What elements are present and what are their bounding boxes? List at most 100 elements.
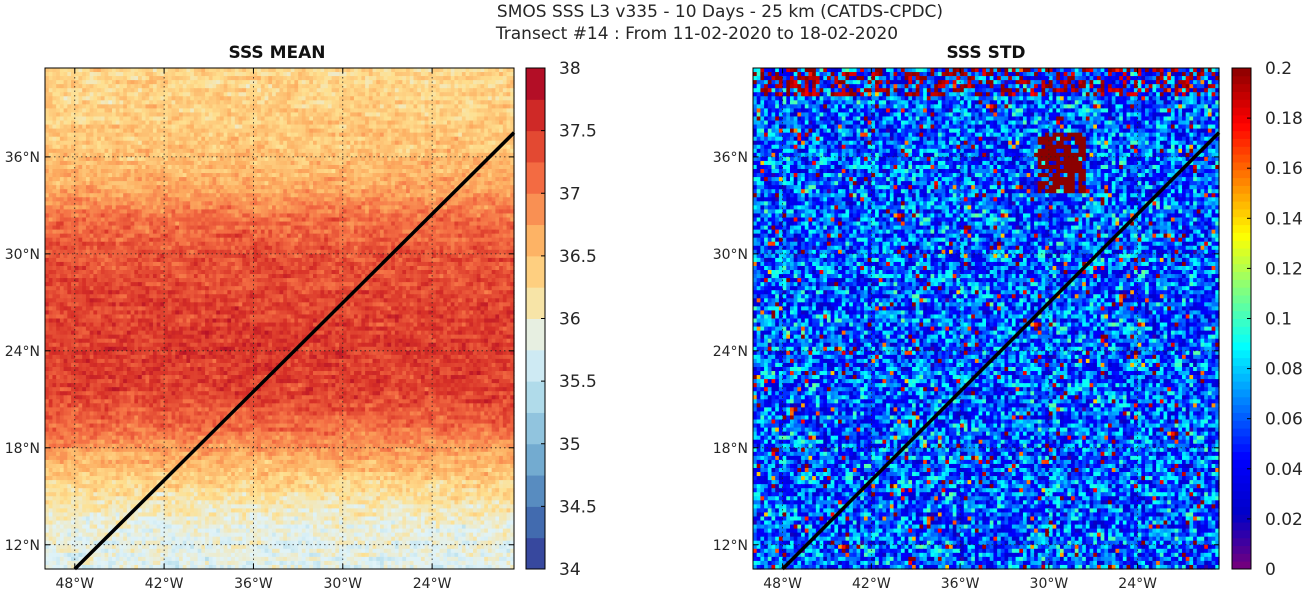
heatmap-cell — [499, 201, 503, 206]
heatmap-cell — [335, 72, 339, 77]
heatmap-cell — [283, 193, 287, 198]
heatmap-cell — [492, 157, 496, 162]
heatmap-cell — [380, 68, 384, 73]
heatmap-cell — [447, 108, 451, 113]
heatmap-cell — [227, 112, 231, 117]
heatmap-cell — [335, 161, 339, 166]
heatmap-cell — [127, 68, 131, 73]
heatmap-cell — [52, 76, 56, 81]
heatmap-cell — [294, 157, 298, 162]
heatmap-cell — [138, 226, 142, 231]
heatmap-cell — [93, 96, 97, 101]
heatmap-cell — [477, 189, 481, 194]
heatmap-cell — [127, 149, 131, 154]
heatmap-cell — [175, 121, 179, 126]
heatmap-cell — [116, 68, 120, 73]
heatmap-cell — [343, 129, 347, 134]
heatmap-cell — [373, 165, 377, 170]
heatmap-cell — [443, 217, 447, 222]
heatmap-cell — [477, 80, 481, 85]
heatmap-cell — [246, 205, 250, 210]
heatmap-cell — [108, 112, 112, 117]
heatmap-cell — [242, 197, 246, 202]
heatmap-cell — [224, 88, 228, 93]
heatmap-cell — [328, 112, 332, 117]
heatmap-cell — [90, 173, 94, 178]
heatmap-cell — [280, 226, 284, 231]
heatmap-cell — [481, 68, 485, 73]
heatmap-cell — [432, 197, 436, 202]
heatmap-cell — [395, 157, 399, 162]
heatmap-cell — [391, 213, 395, 218]
heatmap-cell — [257, 197, 261, 202]
heatmap-cell — [387, 177, 391, 182]
heatmap-cell — [410, 173, 414, 178]
heatmap-cell — [324, 169, 328, 174]
heatmap-cell — [391, 177, 395, 182]
heatmap-cell — [119, 226, 123, 231]
heatmap-cell — [454, 205, 458, 210]
heatmap-cell — [387, 169, 391, 174]
heatmap-cell — [67, 116, 71, 121]
heatmap-cell — [146, 145, 150, 150]
heatmap-cell — [79, 121, 83, 126]
heatmap-cell — [503, 173, 507, 178]
heatmap-cell — [224, 125, 228, 130]
heatmap-cell — [190, 205, 194, 210]
heatmap-cell — [108, 205, 112, 210]
heatmap-cell — [451, 197, 455, 202]
heatmap-cell — [399, 92, 403, 97]
heatmap-cell — [376, 213, 380, 218]
heatmap-cell — [213, 84, 217, 89]
heatmap-cell — [172, 169, 176, 174]
heatmap-cell — [380, 181, 384, 186]
heatmap-cell — [294, 88, 298, 93]
heatmap-cell — [320, 217, 324, 222]
heatmap-cell — [358, 157, 362, 162]
heatmap-cell — [157, 205, 161, 210]
heatmap-cell — [492, 209, 496, 214]
heatmap-cell — [369, 68, 373, 73]
heatmap-cell — [436, 141, 440, 146]
heatmap-cell — [261, 76, 265, 81]
heatmap-cell — [436, 193, 440, 198]
heatmap-cell — [283, 125, 287, 130]
heatmap-cell — [302, 209, 306, 214]
heatmap-cell — [127, 88, 131, 93]
heatmap-cell — [235, 68, 239, 73]
heatmap-cell — [75, 104, 79, 109]
heatmap-cell — [265, 222, 269, 227]
heatmap-cell — [328, 68, 332, 73]
heatmap-cell — [112, 157, 116, 162]
heatmap-cell — [402, 72, 406, 77]
heatmap-cell — [347, 165, 351, 170]
heatmap-cell — [153, 197, 157, 202]
heatmap-cell — [380, 169, 384, 174]
heatmap-cell — [56, 108, 60, 113]
heatmap-cell — [112, 201, 116, 206]
heatmap-cell — [123, 222, 127, 227]
heatmap-cell — [86, 173, 90, 178]
heatmap-cell — [134, 209, 138, 214]
heatmap-cell — [477, 100, 481, 105]
heatmap-cell — [380, 145, 384, 150]
heatmap-cell — [183, 84, 187, 89]
heatmap-cell — [495, 189, 499, 194]
heatmap-cell — [235, 145, 239, 150]
heatmap-cell — [440, 96, 444, 101]
heatmap-cell — [179, 181, 183, 186]
heatmap-cell — [343, 68, 347, 73]
heatmap-cell — [421, 137, 425, 142]
heatmap-cell — [298, 161, 302, 166]
heatmap-cell — [417, 173, 421, 178]
heatmap-cell — [283, 129, 287, 134]
heatmap-cell — [75, 177, 79, 182]
heatmap-cell — [384, 80, 388, 85]
heatmap-cell — [272, 100, 276, 105]
heatmap-cell — [454, 197, 458, 202]
heatmap-cell — [365, 217, 369, 222]
heatmap-cell — [443, 205, 447, 210]
heatmap-cell — [294, 189, 298, 194]
heatmap-cell — [410, 157, 414, 162]
heatmap-cell — [164, 137, 168, 142]
